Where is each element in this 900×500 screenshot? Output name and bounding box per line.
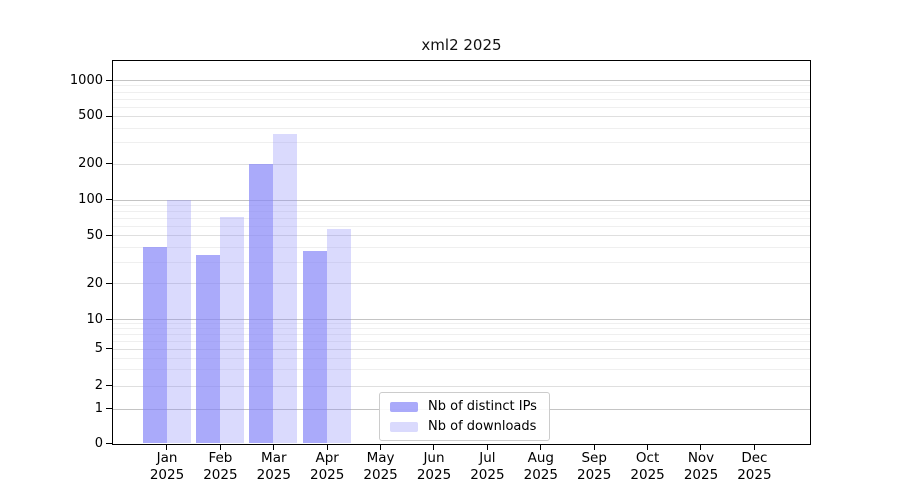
x-tick-mark-jul	[486, 445, 488, 450]
bar-nb-of-downloads-feb	[219, 216, 244, 443]
bar-nb-of-downloads-apr	[326, 228, 351, 443]
legend-entry-downloads: Nb of downloads	[390, 419, 537, 434]
gridline-y-100	[113, 199, 810, 201]
plot-area	[112, 60, 811, 445]
y-tick-mark-200	[106, 163, 113, 165]
bar-nb-of-distinct-ips-apr	[302, 251, 327, 443]
y-tick-label-1: 1	[94, 401, 103, 416]
bar-nb-of-distinct-ips-mar	[249, 163, 274, 443]
y-tick-mark-100	[106, 199, 113, 201]
x-tick-mark-may	[379, 445, 381, 450]
y-tick-mark-50	[106, 235, 113, 237]
gridline-y-5	[113, 348, 810, 350]
gridline-y-2	[113, 385, 810, 387]
legend-label-distinct-ips: Nb of distinct IPs	[428, 399, 537, 414]
y-tick-mark-5	[106, 348, 113, 350]
y-tick-label-0: 0	[94, 435, 103, 451]
x-tick-mark-sep	[593, 445, 595, 450]
gridline-y-20	[113, 283, 810, 285]
x-tick-label-feb: Feb 2025	[203, 450, 238, 483]
x-tick-mark-aug	[540, 445, 542, 450]
y-tick-mark-500	[106, 115, 113, 117]
bar-nb-of-distinct-ips-feb	[195, 255, 220, 443]
gridline-y-7	[113, 334, 810, 336]
x-tick-label-nov: Nov 2025	[683, 450, 719, 483]
x-tick-label-sep: Sep 2025	[577, 450, 612, 483]
y-tick-label-20: 20	[86, 275, 103, 291]
gridline-y-8	[113, 328, 810, 330]
x-tick-label-apr: Apr 2025	[310, 450, 345, 483]
gridline-y-300	[113, 142, 810, 144]
y-tick-label-500: 500	[78, 108, 103, 124]
x-tick-mark-jun	[433, 445, 435, 450]
x-tick-mark-apr	[326, 445, 328, 450]
x-tick-label-jun: Jun 2025	[416, 450, 452, 483]
gridline-y-80	[113, 211, 810, 213]
gridline-y-70	[113, 218, 810, 219]
gridline-y-30	[113, 261, 810, 263]
x-tick-mark-nov	[700, 445, 702, 450]
bar-nb-of-downloads-jan	[166, 199, 191, 443]
bar-nb-of-distinct-ips-jan	[142, 247, 167, 443]
gridline-y-50	[113, 235, 810, 237]
gridline-y-4	[113, 357, 810, 359]
gridline-y-90	[113, 204, 810, 206]
gridline-y-1000	[113, 80, 810, 81]
gridline-y-900	[113, 85, 810, 87]
gridline-y-600	[113, 106, 810, 108]
y-tick-mark-1000	[106, 79, 113, 81]
x-tick-mark-jan	[166, 445, 168, 450]
legend-swatch-downloads	[390, 421, 418, 432]
x-tick-mark-dec	[753, 445, 755, 450]
x-tick-label-may: May 2025	[363, 450, 398, 483]
gridline-y-9	[113, 323, 810, 325]
y-tick-label-50: 50	[86, 227, 103, 243]
gridline-y-800	[113, 91, 810, 93]
gridline-y-3	[113, 369, 810, 371]
x-tick-label-aug: Aug 2025	[523, 450, 558, 483]
y-tick-label-5: 5	[94, 341, 103, 356]
legend-swatch-distinct-ips	[390, 401, 418, 412]
legend: Nb of distinct IPs Nb of downloads	[379, 392, 550, 441]
y-tick-mark-2	[106, 385, 113, 387]
bar-nb-of-downloads-mar	[273, 134, 298, 443]
y-tick-mark-0	[106, 442, 113, 444]
y-tick-label-2: 2	[94, 378, 103, 393]
gridline-y-10	[113, 319, 810, 320]
x-tick-label-jan: Jan 2025	[149, 450, 185, 483]
y-tick-mark-1	[106, 408, 113, 410]
y-tick-label-10: 10	[86, 311, 103, 327]
gridline-y-400	[113, 127, 810, 129]
x-tick-label-mar: Mar 2025	[256, 450, 291, 483]
y-tick-label-1000: 1000	[69, 72, 103, 88]
x-tick-label-jul: Jul 2025	[470, 450, 505, 483]
x-tick-label-oct: Oct 2025	[630, 450, 665, 483]
y-tick-mark-20	[106, 282, 113, 284]
legend-label-downloads: Nb of downloads	[428, 419, 537, 434]
gridline-y-6	[113, 340, 810, 342]
gridline-y-60	[113, 226, 810, 227]
x-tick-mark-oct	[646, 445, 648, 450]
gridline-y-500	[113, 115, 810, 117]
chart-title: xml2 2025	[421, 36, 502, 54]
y-tick-label-200: 200	[78, 156, 103, 172]
gridline-y-700	[113, 98, 810, 100]
y-tick-label-100: 100	[78, 192, 103, 207]
x-tick-label-dec: Dec 2025	[737, 450, 772, 483]
x-tick-mark-mar	[273, 445, 275, 450]
y-tick-mark-10	[106, 318, 113, 320]
x-tick-mark-feb	[219, 445, 221, 450]
legend-entry-distinct-ips: Nb of distinct IPs	[390, 399, 537, 414]
gridline-y-40	[113, 247, 810, 249]
gridline-y-200	[113, 163, 810, 165]
